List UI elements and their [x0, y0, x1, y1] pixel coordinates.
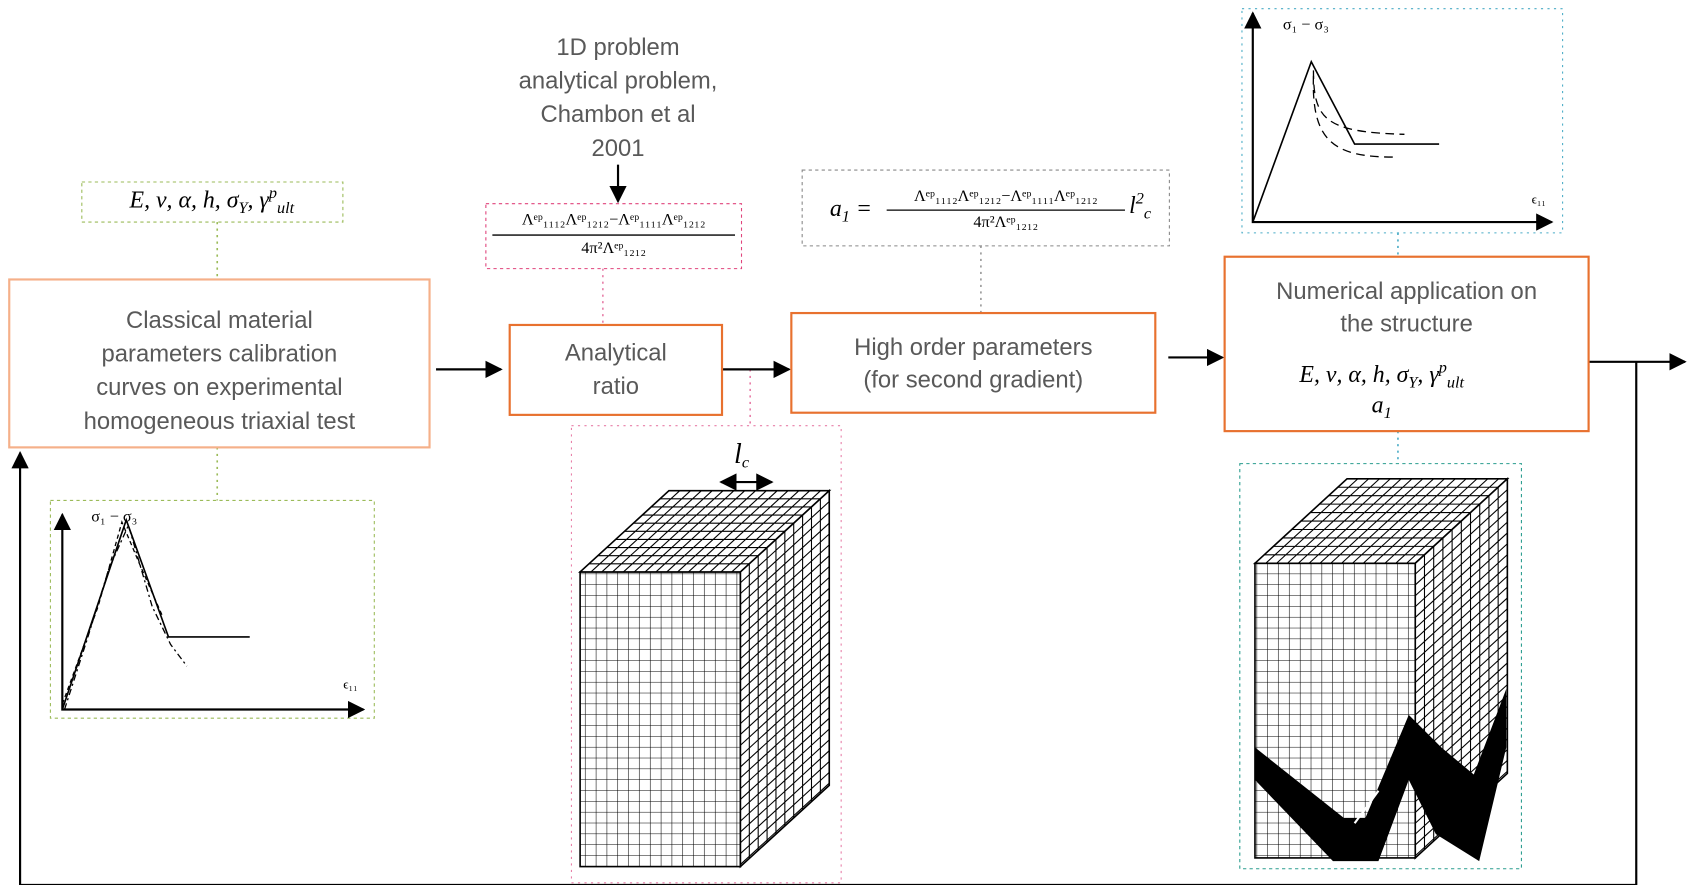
- step-box: [791, 313, 1155, 413]
- a1-lhs: a1 =: [830, 197, 872, 226]
- formula-part: p: [268, 184, 277, 202]
- label-line: (for second gradient): [863, 367, 1083, 394]
- label-line: 2001: [592, 135, 645, 162]
- formula-part: c: [1144, 204, 1152, 222]
- note-lines: 1D problem analytical problem, Chambon et …: [519, 34, 718, 162]
- x-axis-label: ϵ₁₁: [343, 677, 357, 692]
- label-line: curves on experimental: [96, 374, 342, 401]
- formula-part: l: [734, 440, 742, 471]
- formula-part: a: [1372, 393, 1384, 419]
- formula-part: E, ν, α, h, σ: [129, 188, 240, 214]
- label-line: Numerical application on: [1276, 278, 1537, 305]
- label-line: Chambon et al: [541, 101, 696, 128]
- step-box: [510, 325, 722, 415]
- mesh-front: [580, 572, 740, 867]
- formula-part: =: [850, 197, 872, 223]
- formula-part: ult: [277, 199, 295, 217]
- structure-curves: σ₁ − σ₃ ϵ₁₁: [1242, 9, 1563, 233]
- diagram: E, ν, α, h, σY, γpult Classical material…: [0, 0, 1691, 885]
- label-line: the structure: [1340, 310, 1472, 337]
- formula-part: ult: [1447, 373, 1465, 391]
- formula-part: 2: [1136, 189, 1144, 207]
- label-line: High order parameters: [854, 334, 1092, 361]
- formula-part: , γ: [1417, 362, 1439, 388]
- calibration-curves: σ₁ − σ₃ ϵ₁₁: [50, 500, 374, 718]
- formula-part: c: [742, 453, 750, 471]
- label-line: 1D problem: [556, 34, 679, 61]
- label-line: Analytical: [565, 340, 667, 367]
- formula-part: p: [1438, 358, 1447, 376]
- formula-part: , γ: [248, 188, 270, 214]
- formula-part: a: [830, 197, 842, 223]
- denominator: 4π²Λᵉᵖ₁₂₁₂: [581, 239, 646, 257]
- mesh-block-localized: [1240, 464, 1522, 869]
- numerator: Λᵉᵖ₁₁₁₂Λᵉᵖ₁₂₁₂−Λᵉᵖ₁₁₁₁Λᵉᵖ₁₂₁₂: [914, 187, 1098, 205]
- formula-part: 1: [842, 207, 850, 225]
- x-axis-label: ϵ₁₁: [1532, 191, 1546, 206]
- numerator: Λᵉᵖ₁₁₁₂Λᵉᵖ₁₂₁₂−Λᵉᵖ₁₁₁₁Λᵉᵖ₁₂₁₂: [522, 211, 706, 229]
- formula-part: 1: [1384, 404, 1392, 422]
- denominator: 4π²Λᵉᵖ₁₂₁₂: [973, 213, 1038, 231]
- label-line: Classical material: [126, 307, 313, 334]
- label-line: analytical problem,: [519, 68, 718, 95]
- mesh-block: lc: [571, 426, 841, 883]
- label-line: parameters calibration: [102, 341, 338, 368]
- y-axis-label: σ₁ − σ₃: [91, 508, 137, 526]
- label-line: homogeneous triaxial test: [84, 408, 356, 435]
- label-line: ratio: [593, 373, 639, 400]
- y-axis-label: σ₁ − σ₃: [1283, 16, 1329, 34]
- formula-part: E, ν, α, h, σ: [1298, 362, 1409, 388]
